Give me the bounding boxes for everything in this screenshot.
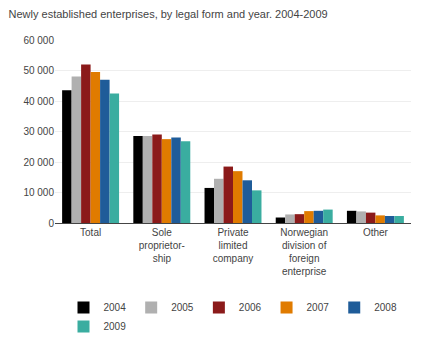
svg-text:2005: 2005 bbox=[171, 302, 194, 313]
svg-text:2008: 2008 bbox=[374, 302, 397, 313]
svg-text:30 000: 30 000 bbox=[23, 126, 54, 137]
svg-text:Privatelimitedcompany: Privatelimitedcompany bbox=[213, 227, 254, 264]
svg-text:Newly established enterprises,: Newly established enterprises, by legal … bbox=[9, 8, 328, 20]
svg-text:2006: 2006 bbox=[239, 302, 262, 313]
svg-text:Soleproprietor-ship: Soleproprietor-ship bbox=[139, 227, 185, 264]
svg-text:0: 0 bbox=[48, 218, 54, 229]
svg-text:2007: 2007 bbox=[307, 302, 330, 313]
svg-text:Total: Total bbox=[80, 227, 101, 238]
svg-text:60 000: 60 000 bbox=[23, 35, 54, 46]
svg-text:Norwegiandivision offoreignent: Norwegiandivision offoreignenterprise bbox=[280, 227, 328, 277]
svg-text:50 000: 50 000 bbox=[23, 65, 54, 76]
svg-text:2004: 2004 bbox=[104, 302, 127, 313]
svg-text:40 000: 40 000 bbox=[23, 96, 54, 107]
svg-text:20 000: 20 000 bbox=[23, 157, 54, 168]
svg-text:2009: 2009 bbox=[104, 321, 127, 332]
svg-text:Other: Other bbox=[363, 227, 389, 238]
svg-text:10 000: 10 000 bbox=[23, 187, 54, 198]
